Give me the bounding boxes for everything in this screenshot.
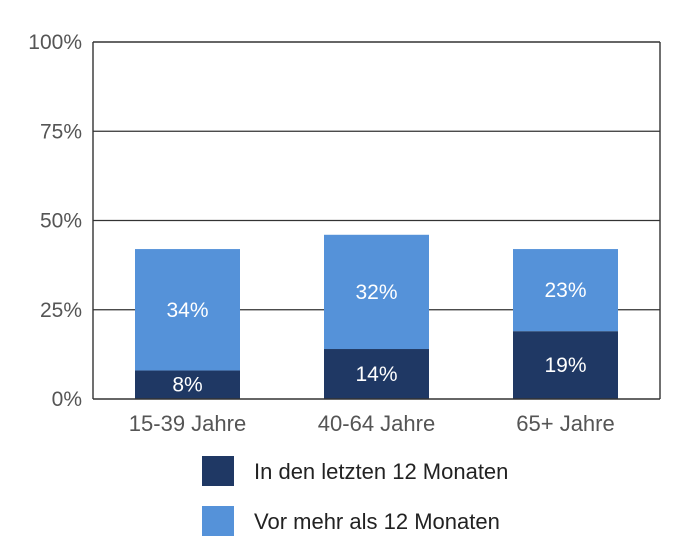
bar-segment	[324, 234, 429, 350]
bar-segment	[324, 349, 429, 399]
data-label: 8%	[172, 374, 202, 397]
y-tick-label: 25%	[40, 299, 82, 322]
x-tick-label: 40-64 Jahre	[318, 411, 435, 436]
data-labels: 8% 34% 14% 32% 19% 23%	[166, 279, 586, 397]
bar-segment	[135, 370, 240, 399]
legend-swatch	[202, 506, 234, 536]
y-tick-label: 0%	[52, 388, 82, 411]
y-tick-label: 50%	[40, 210, 82, 233]
legend-label: Vor mehr als 12 Monaten	[254, 509, 500, 534]
data-label: 34%	[166, 299, 208, 322]
x-tick-labels: 15-39 Jahre 40-64 Jahre 65+ Jahre	[129, 411, 615, 436]
data-label: 23%	[544, 279, 586, 302]
legend-label: In den letzten 12 Monaten	[254, 459, 508, 484]
legend: In den letzten 12 Monaten Vor mehr als 12…	[202, 456, 508, 536]
data-label: 14%	[355, 363, 397, 386]
x-tick-label: 15-39 Jahre	[129, 411, 246, 436]
y-tick-label: 100%	[28, 31, 82, 54]
bar-segment	[513, 249, 618, 332]
y-tick-labels: 0% 25% 50% 75% 100%	[28, 31, 82, 411]
axes	[92, 41, 661, 400]
y-tick-label: 75%	[40, 120, 82, 143]
data-label: 32%	[355, 281, 397, 304]
bar-segment	[513, 331, 618, 399]
x-tick-label: 65+ Jahre	[516, 411, 614, 436]
legend-swatch	[202, 456, 234, 486]
bar-segment	[135, 249, 240, 371]
data-label: 19%	[544, 354, 586, 377]
bars	[135, 234, 618, 399]
